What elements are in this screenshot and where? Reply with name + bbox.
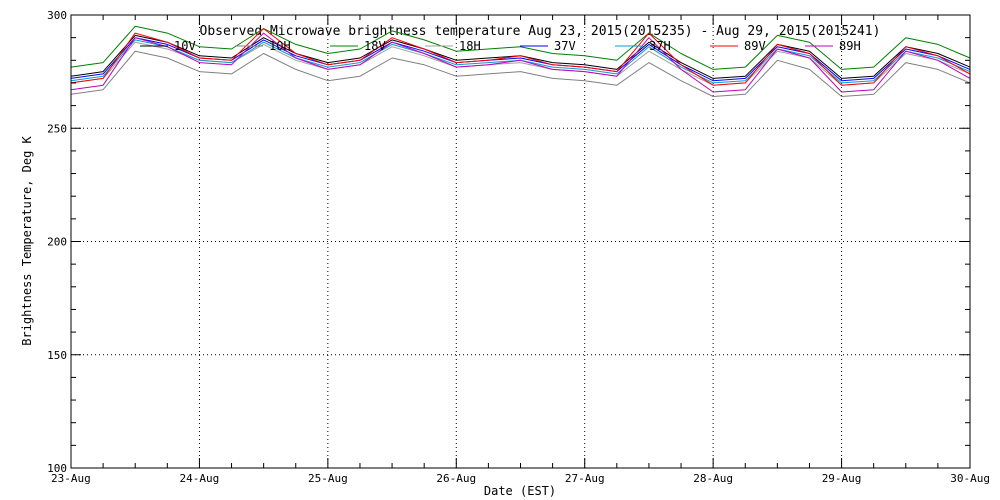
x-tick-label: 27-Aug: [565, 472, 605, 485]
x-tick-label: 28-Aug: [693, 472, 733, 485]
x-tick-label: 29-Aug: [822, 472, 862, 485]
legend-label: 89V: [744, 39, 766, 53]
series-line-37v: [70, 37, 971, 82]
y-tick-label: 200: [47, 236, 67, 249]
grid: [71, 15, 970, 468]
y-tick-label: 250: [47, 122, 67, 135]
y-tick-label: 100: [47, 462, 67, 475]
series-line-89v: [70, 28, 971, 86]
x-tick-label: 23-Aug: [51, 472, 91, 485]
chart-title: Observed Microwave brightness temperatur…: [200, 24, 881, 39]
legend-label: 10V: [174, 39, 196, 53]
plot-lines: [70, 25, 971, 97]
x-tick-label: 25-Aug: [308, 472, 348, 485]
y-tick-label: 300: [47, 9, 67, 22]
series-line-10h: [70, 50, 971, 97]
x-tick-label: 30-Aug: [950, 472, 990, 485]
legend: 10V 10H 18V 18H 37V 37H 89V 89H: [140, 39, 861, 53]
legend-label: 37V: [554, 39, 576, 53]
x-axis-label: Date (EST): [484, 484, 556, 498]
legend-label: 18H: [459, 39, 481, 53]
x-tick-label: 26-Aug: [436, 472, 476, 485]
y-tick-label: 150: [47, 349, 67, 362]
series-line-18v: [70, 25, 971, 70]
legend-label: 37H: [649, 39, 671, 53]
axis-ticks: 100 150 200 250 300 23-Aug 24-Aug 25-Aug 26-Aug 2…: [47, 9, 990, 485]
series-line-89h: [70, 32, 971, 93]
legend-label: 18V: [364, 39, 386, 53]
y-axis-label: Brightness Temperature, Deg K: [20, 135, 34, 345]
legend-label: 10H: [269, 39, 291, 53]
x-tick-label: 24-Aug: [180, 472, 220, 485]
legend-label: 89H: [839, 39, 861, 53]
